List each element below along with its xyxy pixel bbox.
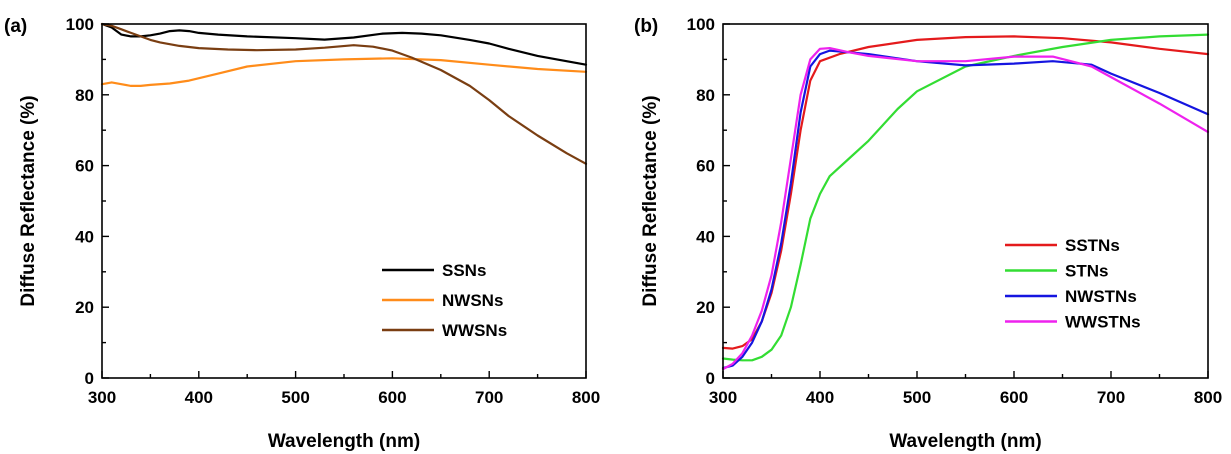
y-axis-title: Diffuse Reflectance (%) — [640, 95, 661, 306]
legend-label-wwsns: WWSNs — [442, 321, 507, 340]
y-tick-label: 100 — [687, 15, 715, 34]
series-line-nwstns — [721, 49, 1210, 370]
x-axis-title: Wavelength (nm) — [889, 431, 1041, 452]
x-tick-label: 400 — [185, 388, 213, 407]
chart-panel-1: 300 400 500 600 700 800 0 20 40 60 80 100 Wavelength… — [634, 15, 1222, 452]
x-tick-label: 600 — [378, 388, 406, 407]
legend-label-nwsns: NWSNs — [442, 291, 503, 310]
y-tick-label: 60 — [696, 157, 715, 176]
series-line-sstns — [721, 35, 1210, 350]
y-tick-label: 80 — [75, 86, 94, 105]
series-line-nwsns — [100, 57, 588, 88]
legend-label-sstns: SSTNs — [1065, 236, 1120, 255]
x-tick-label: 700 — [475, 388, 503, 407]
x-tick-label: 300 — [88, 388, 116, 407]
y-tick-label: 0 — [85, 369, 94, 388]
x-tick-label: 800 — [572, 388, 600, 407]
x-tick-label: 300 — [709, 388, 737, 407]
x-tick-label: 400 — [806, 388, 834, 407]
series-line-wwsns — [100, 22, 588, 165]
legend-label-stns: STNs — [1065, 262, 1108, 281]
plot-frame — [101, 23, 587, 379]
x-tick-label: 700 — [1097, 388, 1125, 407]
y-tick-label: 60 — [75, 157, 94, 176]
legend-label-wwstns: WWSTNs — [1065, 313, 1141, 332]
y-tick-label: 100 — [66, 15, 94, 34]
x-tick-label: 500 — [903, 388, 931, 407]
x-tick-label: 500 — [281, 388, 309, 407]
y-tick-label: 0 — [706, 369, 715, 388]
panel-label: (b) — [634, 16, 658, 37]
legend-label-nwstns: NWSTNs — [1065, 287, 1137, 306]
chart-panel-0: 300 400 500 600 700 800 0 20 40 60 80 100 Wavelength… — [4, 15, 600, 452]
y-tick-label: 80 — [696, 86, 715, 105]
y-tick-label: 20 — [75, 298, 94, 317]
x-axis-title: Wavelength (nm) — [268, 431, 420, 452]
x-tick-label: 800 — [1194, 388, 1222, 407]
y-tick-label: 40 — [75, 227, 94, 246]
series-line-wwstns — [721, 46, 1210, 371]
legend-label-ssns: SSNs — [442, 261, 486, 280]
series-line-stns — [721, 33, 1210, 362]
y-axis-title: Diffuse Reflectance (%) — [18, 95, 39, 306]
legend: SSNs NWSNs WWSNs — [382, 261, 507, 340]
x-tick-label: 600 — [1000, 388, 1028, 407]
y-tick-label: 40 — [696, 227, 715, 246]
panel-label: (a) — [4, 16, 27, 37]
y-tick-label: 20 — [696, 298, 715, 317]
legend: SSTNs STNs NWSTNs WWSTNs — [1005, 236, 1141, 332]
